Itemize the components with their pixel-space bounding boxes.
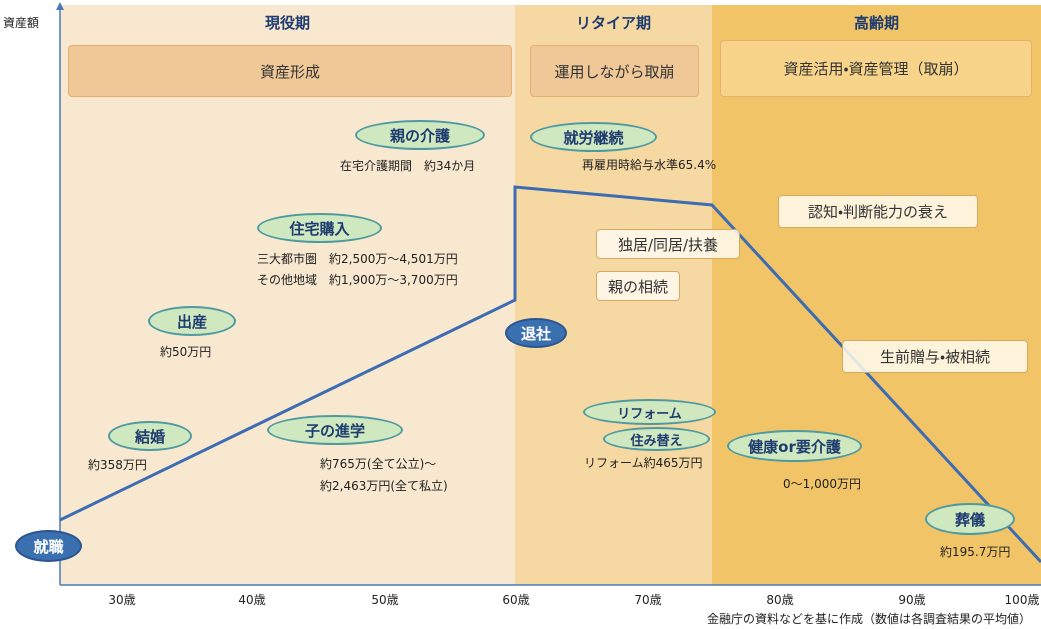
event-label: 住み替え [603, 427, 710, 451]
event-label: 就労継続 [530, 122, 657, 152]
event-detail: 三大都市圏 約2,500万～4,501万円 [257, 250, 458, 267]
x-tick-label: 100歳 [1005, 591, 1040, 608]
event-label: 住宅購入 [257, 213, 382, 243]
event-label: 就職 [15, 530, 82, 562]
note-box: 独居/同居/扶養 [596, 229, 740, 259]
phase-title: リタイア期 [515, 12, 712, 33]
event-label: 結婚 [108, 421, 192, 451]
event-detail: 約195.7万円 [940, 543, 1010, 560]
event-detail: リフォーム約465万円 [584, 454, 703, 471]
event-detail: 約358万円 [88, 456, 147, 473]
event-label: 親の介護 [355, 120, 485, 150]
event-detail: 約2,463万円(全て私立) [320, 477, 448, 494]
phase-subtitle: 運用しながら取崩 [530, 45, 699, 97]
event-detail: 約765万(全て公立)～ [320, 455, 436, 472]
x-tick-label: 40歳 [238, 591, 265, 608]
note-box: 生前贈与・被相続 [842, 340, 1028, 373]
event-label: 退社 [505, 318, 567, 348]
x-tick-label: 90歳 [898, 591, 925, 608]
note-box: 認知・判断能力の衰え [778, 195, 978, 228]
y-axis-label: 資産額 [3, 14, 39, 31]
phase-title: 現役期 [60, 12, 515, 33]
x-tick-label: 50歳 [371, 591, 398, 608]
phase-subtitle: 資産形成 [68, 45, 512, 97]
event-label: 子の進学 [267, 415, 403, 445]
x-tick-label: 80歳 [766, 591, 793, 608]
event-detail: 在宅介護期間 約34か月 [340, 157, 475, 174]
x-tick-label: 70歳 [634, 591, 661, 608]
x-tick-label: 60歳 [502, 591, 529, 608]
event-label: リフォーム [583, 399, 716, 425]
event-label: 葬儀 [925, 503, 1015, 535]
event-label: 出産 [148, 306, 236, 336]
event-detail: その他地域 約1,900万～3,700万円 [257, 271, 458, 288]
event-detail: 約50万円 [160, 343, 211, 360]
note-box: 親の相続 [596, 271, 680, 301]
x-tick-label: 30歳 [108, 591, 135, 608]
phase-subtitle: 資産活用・資産管理（取崩） [720, 40, 1032, 97]
diagram: 資産額 現役期資産形成リタイア期運用しながら取崩高齢期資産活用・資産管理（取崩） 親… [0, 0, 1041, 629]
event-detail: 再雇用時給与水準65.4% [582, 156, 716, 173]
event-detail: 0～1,000万円 [783, 475, 861, 492]
footnote: 金融庁の資料などを基に作成（数値は各調査結果の平均値） [707, 610, 1031, 627]
event-label: 健康or要介護 [727, 430, 862, 462]
phase-title: 高齢期 [712, 12, 1041, 33]
